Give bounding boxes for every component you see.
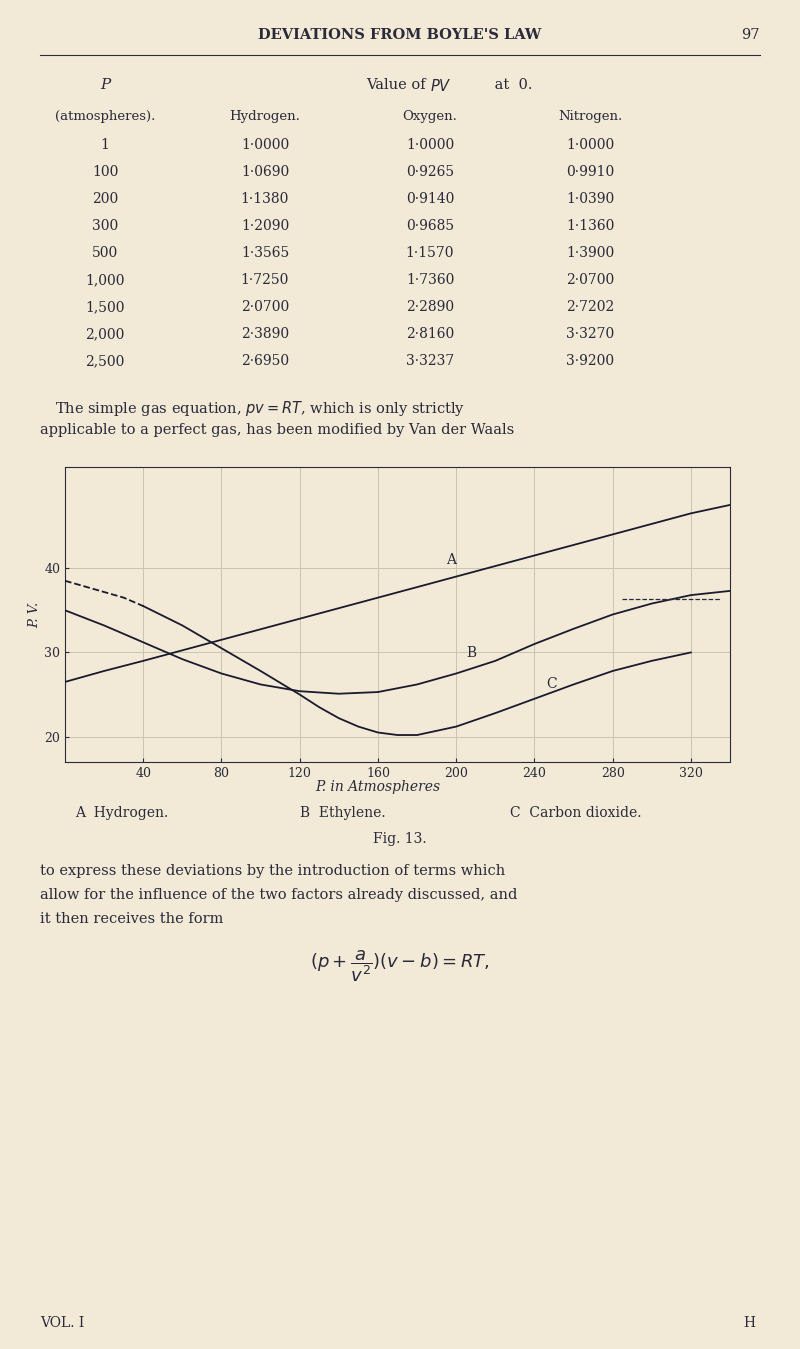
Text: 1,000: 1,000 — [86, 272, 125, 287]
Text: Fig. 13.: Fig. 13. — [373, 832, 427, 846]
Text: 2,000: 2,000 — [86, 326, 125, 341]
Text: Oxygen.: Oxygen. — [402, 111, 458, 123]
Text: at  0.: at 0. — [490, 78, 533, 92]
Text: 3·9200: 3·9200 — [566, 353, 614, 368]
Text: 300: 300 — [92, 219, 118, 233]
Text: Value of: Value of — [366, 78, 430, 92]
Text: 1·3900: 1·3900 — [566, 246, 614, 260]
Text: VOL. I: VOL. I — [40, 1317, 84, 1330]
Text: 1·1570: 1·1570 — [406, 246, 454, 260]
Text: H: H — [743, 1317, 755, 1330]
Text: A: A — [446, 553, 456, 567]
Text: 1·7250: 1·7250 — [241, 272, 289, 287]
Text: 2·8160: 2·8160 — [406, 326, 454, 341]
Text: P: P — [100, 78, 110, 92]
Text: 1·0390: 1·0390 — [566, 192, 614, 206]
Text: 1·0000: 1·0000 — [406, 138, 454, 152]
Text: 2,500: 2,500 — [86, 353, 125, 368]
Text: 0·9685: 0·9685 — [406, 219, 454, 233]
Text: $PV$: $PV$ — [430, 78, 452, 94]
Text: Nitrogen.: Nitrogen. — [558, 111, 622, 123]
Text: DEVIATIONS FROM BOYLE'S LAW: DEVIATIONS FROM BOYLE'S LAW — [258, 28, 542, 42]
Text: B  Ethylene.: B Ethylene. — [300, 805, 386, 820]
Text: 3·3270: 3·3270 — [566, 326, 614, 341]
Text: A  Hydrogen.: A Hydrogen. — [75, 805, 168, 820]
Text: The simple gas equation, $pv=RT$, which is only strictly: The simple gas equation, $pv=RT$, which … — [55, 399, 465, 418]
Text: C: C — [546, 677, 557, 691]
Text: 1: 1 — [101, 138, 110, 152]
Text: 1·2090: 1·2090 — [241, 219, 289, 233]
Text: 0·9140: 0·9140 — [406, 192, 454, 206]
Text: to express these deviations by the introduction of terms which: to express these deviations by the intro… — [40, 863, 506, 878]
Text: 1,500: 1,500 — [86, 299, 125, 314]
Text: 2·2890: 2·2890 — [406, 299, 454, 314]
Text: B: B — [466, 646, 476, 660]
Text: 97: 97 — [742, 28, 760, 42]
Text: 1·1360: 1·1360 — [566, 219, 614, 233]
Text: 1·0690: 1·0690 — [241, 165, 289, 179]
Text: 200: 200 — [92, 192, 118, 206]
Text: 100: 100 — [92, 165, 118, 179]
Text: Hydrogen.: Hydrogen. — [230, 111, 301, 123]
Text: 0·9265: 0·9265 — [406, 165, 454, 179]
Text: 1·7360: 1·7360 — [406, 272, 454, 287]
Text: 500: 500 — [92, 246, 118, 260]
Text: 1·3565: 1·3565 — [241, 246, 289, 260]
Text: it then receives the form: it then receives the form — [40, 912, 223, 925]
Text: applicable to a perfect gas, has been modified by Van der Waals: applicable to a perfect gas, has been mo… — [40, 424, 514, 437]
Text: 1·0000: 1·0000 — [566, 138, 614, 152]
Text: (atmospheres).: (atmospheres). — [55, 111, 155, 123]
Text: 0·9910: 0·9910 — [566, 165, 614, 179]
Text: 2·7202: 2·7202 — [566, 299, 614, 314]
Text: 2·3890: 2·3890 — [241, 326, 289, 341]
Text: 1·0000: 1·0000 — [241, 138, 289, 152]
Text: P. in Atmospheres: P. in Atmospheres — [315, 780, 440, 795]
Text: $(p+\dfrac{a}{v^2})(v-b)=RT,$: $(p+\dfrac{a}{v^2})(v-b)=RT,$ — [310, 948, 490, 983]
Y-axis label: P. V.: P. V. — [28, 602, 42, 627]
Text: 1·1380: 1·1380 — [241, 192, 289, 206]
Text: 2·0700: 2·0700 — [241, 299, 289, 314]
Text: 3·3237: 3·3237 — [406, 353, 454, 368]
Text: allow for the influence of the two factors already discussed, and: allow for the influence of the two facto… — [40, 888, 518, 902]
Text: C  Carbon dioxide.: C Carbon dioxide. — [510, 805, 642, 820]
Text: 2·0700: 2·0700 — [566, 272, 614, 287]
Text: 2·6950: 2·6950 — [241, 353, 289, 368]
